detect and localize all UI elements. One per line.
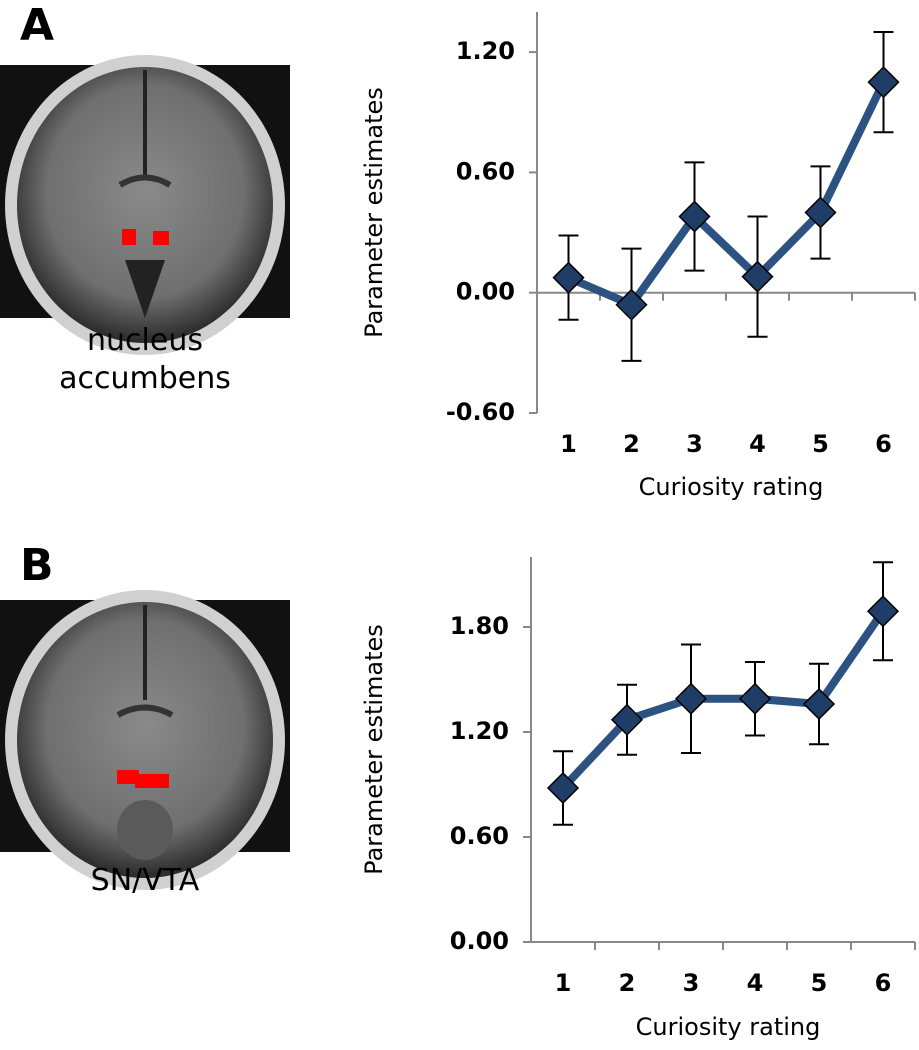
marker [867,66,900,99]
region-label: SN/VTA [90,863,200,898]
marker [552,261,585,294]
marker [546,771,580,805]
x-axis-title: Curiosity rating [639,473,824,501]
panel-label: A [20,0,54,51]
x-tick-label: 3 [686,430,703,458]
x-tick-label: 4 [747,969,764,997]
series-line [566,80,888,309]
x-tick-label: 5 [812,430,829,458]
marker [678,200,711,233]
x-tick-label: 5 [811,969,828,997]
series-line [560,608,887,791]
panel-label: B [20,540,54,591]
y-axis-title: Parameter estimates [360,624,388,875]
y-axis-title: Parameter estimates [360,87,388,338]
y-tick-label: 0.00 [450,927,509,955]
y-tick-label: 1.20 [456,37,515,65]
x-tick-label: 2 [619,969,636,997]
y-tick-label: 1.20 [450,717,509,745]
y-tick-label: 0.60 [450,822,509,850]
brain-image [0,55,290,355]
x-tick-label: 2 [623,430,640,458]
x-axis-title: Curiosity rating [636,1013,821,1041]
x-tick-label: 1 [555,969,572,997]
x-tick-label: 6 [875,969,892,997]
marker [738,682,772,715]
marker [674,682,708,715]
y-tick-label: -0.60 [446,398,515,426]
marker [804,196,837,229]
marker [866,595,900,628]
x-tick-label: 4 [749,430,766,458]
y-tick-label: 0.00 [456,278,515,306]
marker [802,687,836,721]
y-tick-label: 0.60 [456,157,515,185]
marker [610,703,644,736]
region-label: nucleus accumbens [59,323,231,396]
brain-image [0,590,290,890]
y-tick-label: 1.80 [450,612,509,640]
x-tick-label: 3 [683,969,700,997]
x-tick-label: 1 [560,430,577,458]
marker [741,260,774,293]
marker [615,288,648,321]
x-tick-label: 6 [875,430,892,458]
